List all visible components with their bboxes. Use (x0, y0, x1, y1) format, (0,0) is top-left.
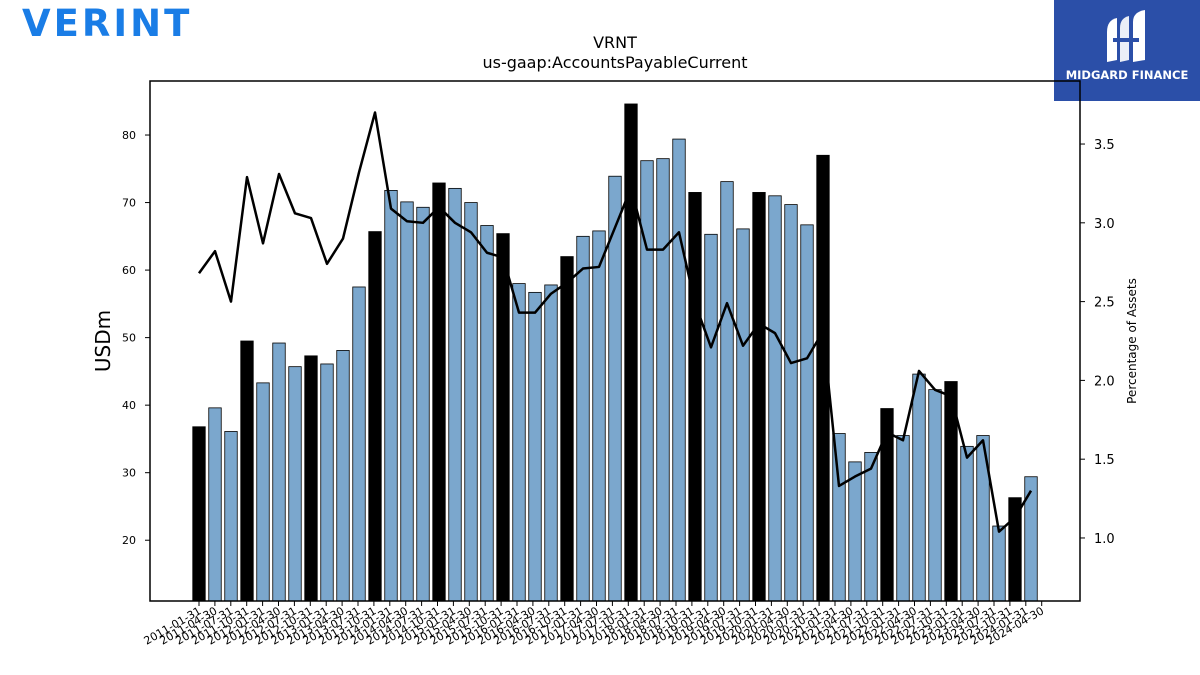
y-tick-label: 20 (122, 534, 136, 547)
bar (208, 407, 222, 602)
y-tick-label-right: 2.0 (1094, 374, 1115, 389)
bar (272, 342, 286, 602)
y-tick-label-right: 3.0 (1094, 217, 1115, 232)
axes (149, 80, 1081, 602)
midgard-finance-logo: MIDGARD FINANCE (1054, 0, 1200, 101)
bar (752, 192, 766, 602)
chart-title: VRNT (593, 33, 637, 52)
bar (736, 228, 750, 602)
bar (384, 190, 398, 602)
plot-frame (149, 80, 1081, 602)
y-tick-labels: 20 30 40 50 60 70 80 (122, 129, 150, 547)
bar (864, 452, 878, 602)
y-tick-label: 40 (122, 399, 136, 412)
bar (544, 284, 558, 602)
bar (480, 225, 494, 602)
chart-subtitle: us-gaap:AccountsPayableCurrent (482, 53, 747, 72)
bar (880, 408, 894, 602)
bar (640, 160, 654, 602)
bar (624, 103, 638, 602)
y-tick-label-right: 2.5 (1094, 296, 1115, 311)
bar (832, 433, 846, 602)
y-tick-label-right: 1.5 (1094, 453, 1115, 468)
bar (656, 158, 670, 602)
bar (800, 224, 814, 602)
bar (672, 138, 686, 602)
y-tick-label-right: 3.5 (1094, 138, 1115, 153)
bar (992, 525, 1006, 602)
bar (240, 340, 254, 602)
bar (368, 231, 382, 602)
y-tick-label: 80 (122, 129, 136, 142)
bar (192, 426, 206, 602)
bar (560, 256, 574, 602)
bar (576, 235, 590, 602)
bar (1024, 476, 1038, 602)
line-series (197, 111, 1033, 533)
y-tick-label: 70 (122, 197, 136, 210)
bar (224, 431, 238, 602)
bar (960, 445, 974, 602)
bar (464, 202, 478, 602)
percentage-line (197, 111, 1033, 533)
bar (432, 182, 446, 602)
bar (768, 195, 782, 602)
bar (912, 373, 926, 602)
y-axis-label: USDm (91, 310, 115, 372)
bar (848, 461, 862, 602)
y-tick-label-right: 1.0 (1094, 532, 1115, 547)
partner-logo-text: MIDGARD FINANCE (1065, 68, 1189, 82)
bar-series (192, 103, 1038, 602)
y-tick-labels-right: 1.0 1.5 2.0 2.5 3.0 3.5 (1080, 138, 1115, 547)
y-tick-label: 60 (122, 264, 136, 277)
bar (416, 206, 430, 602)
y-axis-label-right: Percentage of Assets (1125, 278, 1139, 404)
bar (928, 389, 942, 602)
bar (496, 233, 510, 602)
midgard-m-icon (1107, 10, 1145, 62)
bar (288, 366, 302, 602)
y-tick-label: 50 (122, 332, 136, 345)
bar (320, 363, 334, 602)
bar (704, 233, 718, 602)
bar (720, 181, 734, 602)
bar (256, 382, 270, 602)
bar (400, 201, 414, 602)
bar (1008, 497, 1022, 602)
bar (352, 286, 366, 602)
bar (304, 355, 318, 602)
verint-logo: VERINT (22, 2, 193, 45)
bar (528, 291, 542, 602)
bar (896, 435, 910, 602)
bar (448, 187, 462, 602)
bar (592, 230, 606, 602)
bar (512, 283, 526, 602)
bar (336, 350, 350, 602)
x-tick-labels: 2011-01-312011-04-302011-07-312011-10-31… (142, 601, 1046, 648)
y-tick-label: 30 (122, 467, 136, 480)
bar (688, 192, 702, 602)
bar (784, 204, 798, 602)
